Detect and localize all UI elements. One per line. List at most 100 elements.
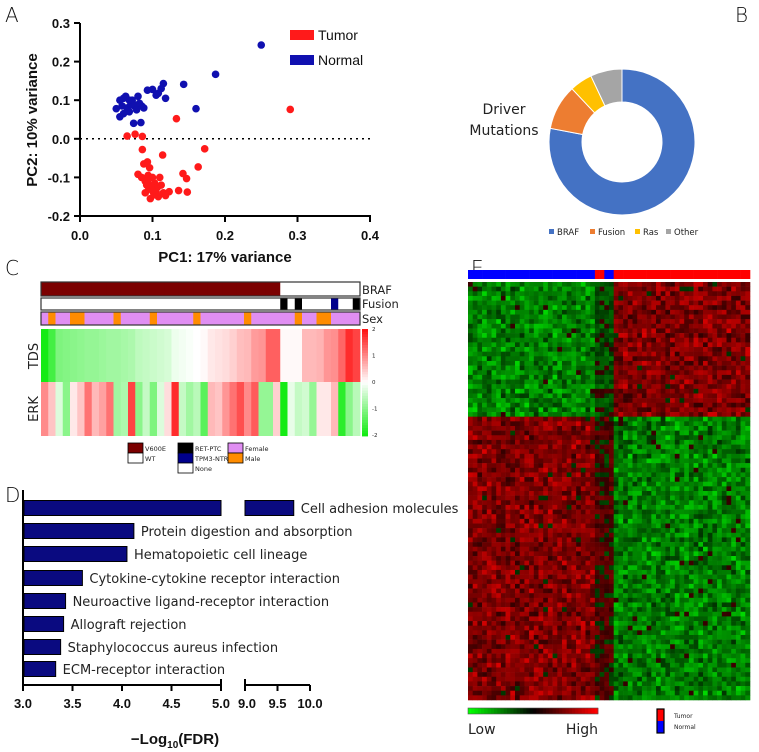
heatmap-cell	[651, 542, 657, 548]
heatmap-cell	[491, 305, 497, 311]
heatmap-cell	[510, 309, 516, 315]
heatmap-cell	[674, 416, 680, 422]
heatmap-cell	[707, 291, 713, 297]
heatmap-cell	[571, 597, 577, 603]
heatmap-cell	[670, 579, 676, 585]
heatmap-cell	[618, 342, 624, 348]
heatmap-cell	[726, 407, 732, 413]
heatmap-cell	[566, 565, 572, 571]
heatmap-cell	[660, 611, 666, 617]
heatmap-cell	[580, 305, 586, 311]
heatmap-cell	[745, 611, 751, 617]
heatmap-cell	[735, 351, 741, 357]
heatmap-cell-erk	[316, 382, 325, 436]
heatmap-cell	[712, 560, 718, 566]
heatmap-cell	[580, 504, 586, 510]
heatmap-cell	[482, 481, 488, 487]
heatmap-cell	[627, 518, 633, 524]
heatmap-cell	[731, 435, 737, 441]
heatmap-cell-tds	[302, 329, 310, 382]
heatmap-cell	[613, 449, 619, 455]
heatmap-cell	[594, 425, 600, 431]
heatmap-cell	[660, 291, 666, 297]
heatmap-cell	[552, 481, 558, 487]
sample-group-cell-tumor	[594, 270, 600, 279]
heatmap-cell	[524, 532, 530, 538]
heatmap-cell	[623, 565, 629, 571]
heatmap-cell	[740, 588, 746, 594]
sample-group-cell-normal	[515, 270, 520, 279]
heatmap-cell	[543, 481, 549, 487]
heatmap-cell	[637, 333, 643, 339]
annotation-cell-braf	[48, 282, 56, 296]
heatmap-cell	[717, 384, 723, 390]
heatmap-cell	[491, 509, 497, 515]
heatmap-cell	[745, 300, 751, 306]
heatmap-cell	[552, 282, 558, 287]
heatmap-cell	[486, 360, 492, 366]
heatmap-cell	[641, 560, 647, 566]
colorbar-segment	[362, 409, 368, 413]
heatmap-cell	[552, 370, 558, 376]
heatmap-cell	[576, 435, 582, 441]
heatmap-cell	[510, 523, 516, 529]
heatmap-cell	[609, 472, 614, 478]
heatmap-cell	[698, 453, 704, 459]
heatmap-cell	[656, 509, 661, 515]
heatmap-cell	[637, 407, 643, 413]
heatmap-cell	[505, 421, 511, 427]
heatmap-cell	[665, 458, 671, 464]
heatmap-cell	[547, 509, 553, 515]
heatmap-cell	[623, 509, 629, 515]
heatmap-cell	[566, 481, 572, 487]
heatmap-cell	[646, 402, 652, 408]
heatmap-cell	[580, 523, 586, 529]
sample-group-cell-tumor	[740, 270, 746, 279]
heatmap-cell	[496, 421, 502, 427]
heatmap-cell	[580, 542, 586, 548]
heatmap-cell	[717, 611, 723, 617]
heatmap-cell	[641, 300, 647, 306]
heatmap-cell	[576, 388, 582, 394]
heatmap-cell	[609, 537, 614, 543]
heatmap-cell	[594, 421, 600, 427]
heatmap-cell	[609, 347, 614, 352]
heatmap-cell	[590, 472, 596, 478]
heatmap-cell	[477, 500, 483, 506]
heatmap-cell-erk	[135, 382, 143, 436]
bar-segment	[244, 500, 295, 516]
heatmap-cell	[688, 551, 694, 557]
heatmap-cell	[665, 583, 671, 589]
heatmap-cell	[543, 379, 549, 385]
heatmap-cell	[660, 295, 666, 301]
heatmap-cell	[543, 463, 549, 469]
heatmap-cell	[684, 602, 690, 608]
heatmap-cell	[482, 309, 488, 315]
heatmap-cell	[618, 374, 624, 380]
heatmap-cell	[519, 453, 525, 459]
heatmap-cell	[472, 495, 478, 501]
heatmap-cell	[688, 579, 694, 585]
heatmap-cell	[735, 374, 741, 380]
heatmap-cell	[656, 556, 661, 561]
heatmap-cell	[604, 491, 610, 496]
heatmap-cell	[618, 286, 624, 292]
heatmap-cell	[641, 347, 647, 352]
heatmap-cell	[646, 597, 652, 603]
heatmap-cell	[580, 472, 586, 478]
heatmap-cell	[468, 463, 473, 469]
heatmap-cell	[529, 611, 535, 617]
heatmap-cell	[698, 309, 704, 315]
heatmap-cell	[571, 551, 577, 557]
heatmap-cell	[604, 542, 610, 548]
heatmap-cell	[491, 574, 497, 580]
heatmap-cell	[684, 621, 690, 626]
heatmap-cell	[726, 323, 732, 329]
heatmap-cell	[684, 402, 690, 408]
y-tick-label: 0.1	[52, 93, 70, 108]
x-tick-label: 0.3	[288, 228, 306, 243]
heatmap-cell	[735, 388, 741, 394]
heatmap-cell	[580, 309, 586, 315]
heatmap-cell	[557, 556, 563, 561]
heatmap-cell	[496, 347, 502, 352]
